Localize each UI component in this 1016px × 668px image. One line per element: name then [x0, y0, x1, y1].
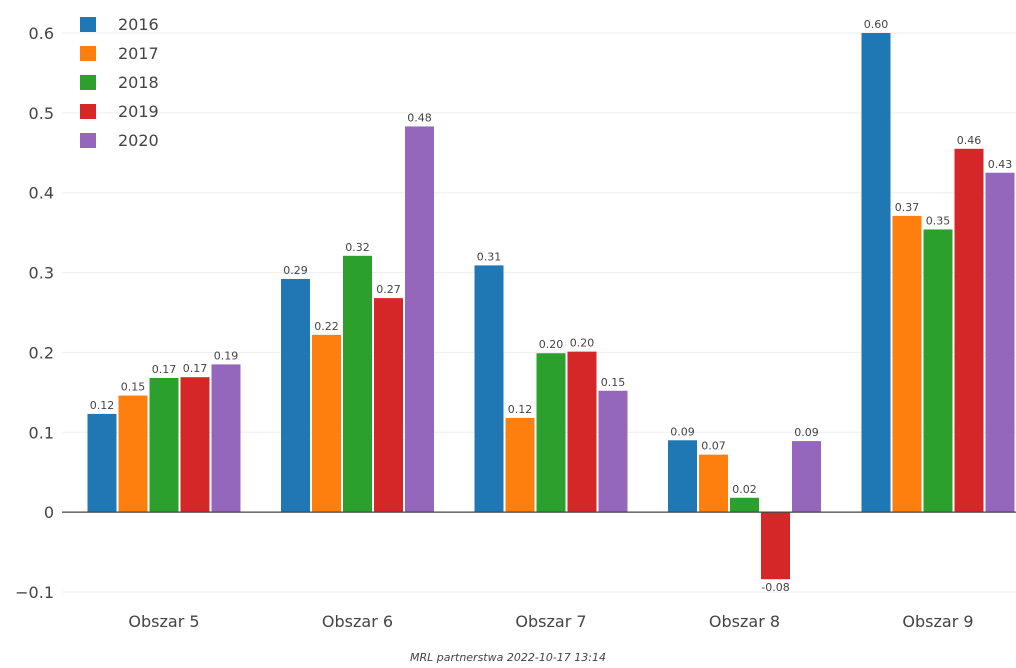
data-label: 0.22 [314, 320, 339, 333]
y-tick-label: 0.2 [29, 343, 54, 362]
data-label: 0.17 [183, 362, 208, 375]
data-label: 0.29 [283, 264, 308, 277]
x-tick-label: Obszar 7 [515, 612, 586, 631]
y-axis: −0.1 0 0.1 0.2 0.3 0.4 0.5 0.6 [15, 24, 54, 602]
legend-label: 2017 [118, 44, 159, 63]
bar-2017-2[interactable] [505, 417, 535, 513]
bar-2018-2[interactable] [536, 353, 566, 513]
legend-item[interactable]: 2017 [80, 44, 159, 63]
bar-2018-3[interactable] [730, 497, 759, 513]
y-tick-label: 0.3 [29, 264, 54, 283]
legend-swatch [80, 75, 96, 90]
legend-label: 2020 [118, 131, 159, 150]
data-label: 0.20 [570, 337, 595, 350]
x-tick-label: Obszar 6 [322, 612, 393, 631]
data-label: 0.31 [477, 250, 502, 263]
x-axis: Obszar 5 Obszar 6 Obszar 7 Obszar 8 Obszar 9 [128, 612, 973, 631]
bar-2020-4[interactable] [985, 172, 1015, 513]
bar-2016-2[interactable] [474, 265, 504, 513]
data-label: 0.43 [988, 158, 1013, 171]
bar-2017-4[interactable] [892, 215, 922, 513]
legend-swatch [80, 17, 96, 32]
bar-2020-0[interactable] [211, 364, 241, 513]
bar-2017-0[interactable] [118, 395, 148, 513]
bar-2016-1[interactable] [281, 278, 310, 513]
bar-chart: 0.12 0.15 0.17 0.17 0.19 0.29 0.22 0.32 0.27 0.48… [15, 15, 1016, 631]
bar-2017-3[interactable] [699, 454, 728, 513]
data-label: 0.60 [864, 18, 889, 31]
value-labels: 0.12 0.15 0.17 0.17 0.19 0.29 0.22 0.32 0.27 0.48… [90, 18, 1013, 594]
data-label: 0.09 [670, 425, 695, 438]
y-tick-label: 0.4 [29, 184, 54, 203]
legend-swatch [80, 133, 96, 148]
bar-2019-4[interactable] [954, 148, 984, 513]
data-label: 0.07 [701, 440, 726, 453]
data-label: 0.35 [926, 214, 951, 227]
y-tick-label: 0 [44, 503, 54, 522]
data-label: 0.37 [895, 201, 920, 214]
y-tick-label: 0.1 [29, 423, 54, 442]
legend-swatch [80, 46, 96, 61]
data-label: 0.19 [214, 349, 239, 362]
bar-2018-4[interactable] [923, 229, 953, 513]
legend-item[interactable]: 2020 [80, 131, 159, 150]
legend[interactable]: 2016 2017 2018 2019 2020 [80, 15, 159, 150]
bar-2020-3[interactable] [792, 441, 821, 513]
legend-label: 2019 [118, 102, 159, 121]
legend-item[interactable]: 2016 [80, 15, 159, 34]
data-label: 0.09 [794, 426, 819, 439]
data-label: 0.20 [539, 338, 564, 351]
bar-2020-2[interactable] [598, 390, 628, 513]
data-label: -0.08 [761, 581, 789, 594]
x-tick-label: Obszar 5 [128, 612, 199, 631]
bar-2018-1[interactable] [343, 255, 372, 513]
data-label: 0.15 [121, 381, 146, 394]
bar-2020-1[interactable] [405, 126, 434, 513]
bars [87, 33, 1015, 580]
bar-2019-2[interactable] [567, 351, 597, 513]
bar-2016-4[interactable] [861, 33, 891, 513]
x-tick-label: Obszar 9 [902, 612, 973, 631]
legend-swatch [80, 104, 96, 119]
bar-2019-0[interactable] [180, 377, 210, 513]
y-tick-label: 0.5 [29, 104, 54, 123]
data-label: 0.48 [407, 111, 432, 124]
x-tick-label: Obszar 8 [709, 612, 780, 631]
legend-item[interactable]: 2019 [80, 102, 159, 121]
y-tick-label: 0.6 [29, 24, 54, 43]
bar-2016-0[interactable] [87, 413, 117, 513]
data-label: 0.12 [90, 399, 115, 412]
data-label: 0.17 [152, 363, 177, 376]
data-label: 0.27 [376, 283, 401, 296]
data-label: 0.12 [508, 403, 533, 416]
bar-2017-1[interactable] [312, 334, 341, 513]
bar-2019-3[interactable] [761, 512, 790, 580]
bar-2019-1[interactable] [374, 298, 403, 513]
bar-2016-3[interactable] [668, 440, 697, 513]
data-label: 0.02 [732, 483, 757, 496]
timestamp-note: MRL partnerstwa 2022-10-17 13:14 [410, 651, 606, 664]
legend-item[interactable]: 2018 [80, 73, 159, 92]
y-tick-label: −0.1 [15, 583, 54, 602]
data-label: 0.46 [957, 134, 982, 147]
legend-label: 2016 [118, 15, 159, 34]
data-label: 0.32 [345, 241, 370, 254]
data-label: 0.15 [601, 376, 626, 389]
bar-2018-0[interactable] [149, 377, 179, 513]
legend-label: 2018 [118, 73, 159, 92]
